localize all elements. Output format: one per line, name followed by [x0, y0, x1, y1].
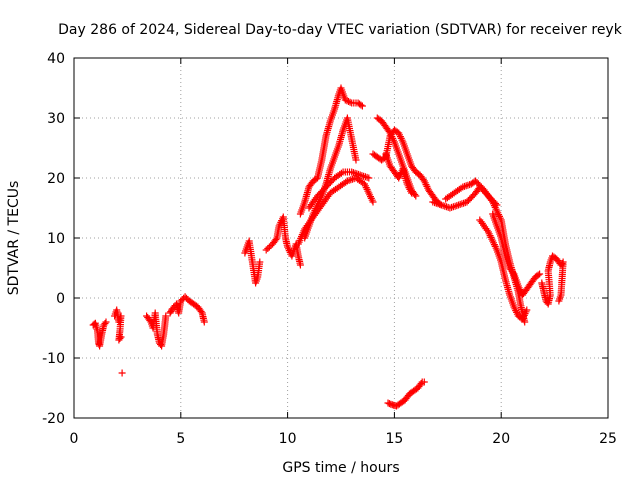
data-point-102: [162, 312, 170, 320]
data-point-462: [369, 198, 377, 206]
x-tick-label-4: 20: [492, 431, 510, 447]
y-tick-label-6: 40: [47, 51, 65, 67]
data-point-905: [534, 271, 542, 279]
data-point-186: [272, 236, 280, 243]
y-tick-label-0: -20: [42, 411, 65, 427]
x-tick-label-3: 15: [385, 431, 403, 447]
grid: [74, 58, 608, 418]
x-tick-label-0: 0: [70, 431, 79, 447]
data-point-26: [101, 320, 109, 327]
data-point-27: [102, 318, 110, 326]
x-tick-label-2: 10: [279, 431, 297, 447]
data-point-311: [345, 98, 352, 105]
data-point-235: [296, 261, 304, 269]
data-point-141: [200, 318, 208, 326]
y-tick-label-2: 0: [56, 291, 65, 307]
data-point-54: [117, 333, 125, 341]
y-tick-label-1: -10: [42, 351, 65, 367]
data-point-55: [118, 369, 126, 377]
y-tick-label-4: 20: [47, 171, 65, 187]
data-point-402: [352, 156, 360, 164]
data-point-312: [346, 98, 354, 106]
data-point-997: [417, 380, 425, 387]
data-point-309: [341, 96, 349, 104]
x-tick-label-5: 25: [599, 431, 617, 447]
y-tick-label-3: 10: [47, 231, 65, 247]
data-points: [89, 84, 567, 410]
data-point-999: [420, 378, 428, 386]
data-point-53: [116, 335, 124, 342]
data-point-486: [337, 169, 345, 177]
data-point-135: [197, 308, 205, 315]
chart-title: Day 286 of 2024, Sidereal Day-to-day VTE…: [58, 22, 623, 38]
data-point-180: [264, 245, 272, 252]
data-point-650: [408, 189, 415, 197]
data-point-617: [412, 192, 420, 200]
data-point-179: [262, 246, 270, 254]
data-point-310: [343, 97, 351, 105]
axes: 0 5 10 15 20 25 -20 -10 0 10 20 30 40: [42, 51, 617, 447]
data-point-616: [411, 191, 419, 198]
data-point-319: [358, 102, 366, 110]
data-point-181: [265, 243, 273, 251]
y-axis-title: SDTVAR / TECUs: [6, 181, 22, 296]
data-point-971: [555, 297, 563, 305]
data-point-906: [536, 270, 544, 278]
y-tick-label-5: 30: [47, 111, 65, 127]
data-point-848: [523, 306, 531, 314]
data-point-178: [256, 258, 264, 266]
x-tick-label-1: 5: [176, 431, 185, 447]
data-point-501: [365, 174, 373, 182]
x-axis-title: GPS time / hours: [282, 460, 399, 476]
data-point-318: [357, 101, 365, 109]
